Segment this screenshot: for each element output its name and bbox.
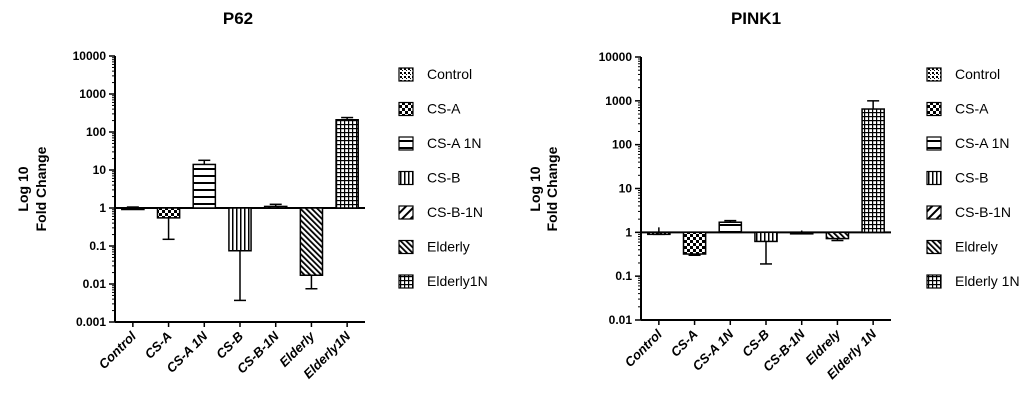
y-tick-label: 0.01 (83, 277, 107, 291)
legend-swatch (926, 170, 942, 186)
legend-label: Elderly1N (427, 273, 488, 289)
bar-cs-a-1n (718, 221, 743, 234)
x-tick-label: Control (96, 328, 140, 372)
x-tick-label: CS-B (739, 327, 772, 360)
bar-cs-a-1n (192, 163, 217, 209)
y-tick-label: 1 (99, 201, 106, 215)
legend-label: CS-B-1N (955, 204, 1011, 220)
y-tick-label: 1000 (79, 87, 106, 101)
legend-label: CS-A 1N (427, 135, 481, 151)
legend-label: CS-B (955, 170, 988, 186)
y-tick-label: 0.01 (609, 313, 633, 327)
bar-cs-b (754, 231, 778, 243)
bar-elderly-1n (861, 108, 885, 234)
legend-swatch (926, 205, 942, 220)
y-tick-label: 10000 (599, 50, 633, 64)
y-tick-label: 100 (612, 138, 632, 152)
legend-swatch (398, 136, 414, 151)
legend-label: Elderly 1N (955, 273, 1020, 289)
bar-cs-a (156, 207, 181, 219)
y-tick-label: 0.001 (76, 315, 106, 329)
legend-label: Control (955, 66, 1000, 82)
y-tick-label: 1 (625, 225, 632, 239)
y-tick-label: 0.1 (89, 239, 106, 253)
legend-label: Eldrely (955, 239, 998, 255)
legend-label: Elderly (427, 239, 470, 255)
bar-elderly1n (335, 119, 359, 209)
chart-panel-1: P62 Log 10 Fold Change 0.001 0.01 0.1 1 10 100 10… (15, 9, 488, 382)
legend-swatch (398, 239, 414, 255)
bar-elderly (299, 207, 324, 276)
y-tick-label: 10 (93, 163, 107, 177)
legend-swatch (398, 274, 414, 289)
legend-swatch (926, 67, 942, 82)
bar-cs-b-1n (263, 205, 288, 209)
legend-swatch (926, 239, 942, 255)
y-axis-label-line-2: Fold Change (544, 146, 560, 231)
legend-swatch (398, 67, 414, 82)
y-tick-label: 10 (619, 182, 633, 196)
legend-label: CS-A 1N (955, 135, 1009, 151)
chart-title: P62 (223, 9, 253, 28)
legend-label: CS-B-1N (427, 204, 483, 220)
x-tick-label: Control (622, 326, 666, 370)
x-tick-label: CS-A (142, 329, 175, 362)
x-tick-label: CS-B (213, 329, 246, 362)
x-tick-label: CS-A (668, 327, 701, 360)
legend-swatch (398, 205, 414, 220)
bar-cs-a (682, 231, 707, 255)
legend-swatch (398, 101, 414, 117)
legend-swatch (398, 170, 414, 186)
legend-label: CS-B (427, 170, 460, 186)
bar-control (121, 207, 145, 211)
y-tick-label: 100 (86, 125, 106, 139)
y-tick-label: 0.1 (615, 269, 632, 283)
legend-swatch (926, 274, 942, 289)
legend-swatch (926, 136, 942, 151)
y-axis-label-line-2: Fold Change (33, 146, 49, 231)
chart-panel-2: PINK1 Log 10 Fold Change 0.01 0.1 1 10 100 1000 1… (527, 9, 1020, 382)
legend-swatch (926, 101, 942, 117)
y-axis-label-line-1: Log 10 (15, 166, 31, 211)
legend-label: CS-A (955, 101, 989, 117)
y-tick-label: 1000 (605, 94, 632, 108)
bar-cs-b (228, 207, 252, 252)
legend-label: Control (427, 66, 472, 82)
y-tick-label: 10000 (73, 49, 107, 63)
y-axis-label-line-1: Log 10 (527, 166, 543, 211)
legend-label: CS-A (427, 101, 461, 117)
bar-eldrely (825, 231, 850, 240)
chart-title: PINK1 (731, 9, 781, 28)
